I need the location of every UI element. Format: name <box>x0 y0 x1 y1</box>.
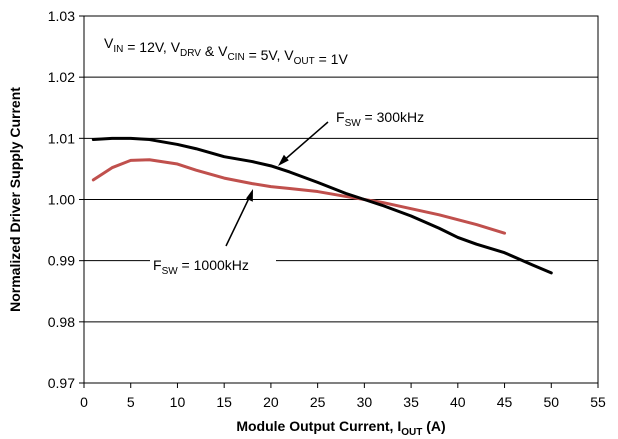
y-tick-label: 1.00 <box>48 192 75 208</box>
y-tick-label: 1.01 <box>48 130 75 146</box>
x-tick-label: 45 <box>497 394 513 410</box>
x-tick-label: 5 <box>127 394 135 410</box>
leader-1000khz <box>225 193 252 247</box>
x-tick-label: 15 <box>216 394 232 410</box>
series-line-1000khz <box>91 158 507 235</box>
y-axis-ticks: 0.97 0.98 0.99 1.00 1.01 1.02 1.03 <box>48 8 84 391</box>
label-bg-300khz <box>332 104 444 128</box>
series-label-1000khz: FSW = 1000kHz <box>153 257 249 277</box>
x-axis-ticks: 0 5 10 15 20 25 30 35 40 45 50 55 <box>80 383 606 410</box>
label-bg-1000khz <box>150 253 276 277</box>
series-line-300khz <box>91 136 553 275</box>
x-tick-label: 50 <box>543 394 559 410</box>
x-tick-label: 20 <box>263 394 279 410</box>
x-tick-label: 40 <box>450 394 466 410</box>
x-tick-label: 55 <box>590 394 606 410</box>
y-axis-title: Normalized Driver Supply Current <box>7 87 23 312</box>
series-layer <box>91 136 553 275</box>
y-tick-label: 0.98 <box>48 314 75 330</box>
y-tick-label: 0.99 <box>48 253 75 269</box>
x-axis-title: Module Output Current, IOUT (A) <box>236 418 445 438</box>
arrow-head-1000khz <box>246 189 253 202</box>
arrow-head-300khz <box>278 154 289 166</box>
y-tick-label: 1.03 <box>48 8 75 24</box>
y-tick-label: 0.97 <box>48 375 75 391</box>
leader-300khz <box>281 121 329 163</box>
annotations: VIN = 12V, VDRV & VCIN = 5V, VOUT = 1V FS… <box>104 35 444 277</box>
y-tick-label: 1.02 <box>48 69 75 85</box>
series-label-300khz: FSW = 300kHz <box>336 109 424 129</box>
x-tick-label: 35 <box>403 394 419 410</box>
conditions-label: VIN = 12V, VDRV & VCIN = 5V, VOUT = 1V <box>104 35 348 67</box>
x-tick-label: 0 <box>80 394 88 410</box>
x-tick-label: 30 <box>357 394 373 410</box>
axis-titles: Module Output Current, IOUT (A) Normalize… <box>7 87 446 438</box>
x-tick-label: 25 <box>310 394 326 410</box>
x-tick-label: 10 <box>170 394 186 410</box>
